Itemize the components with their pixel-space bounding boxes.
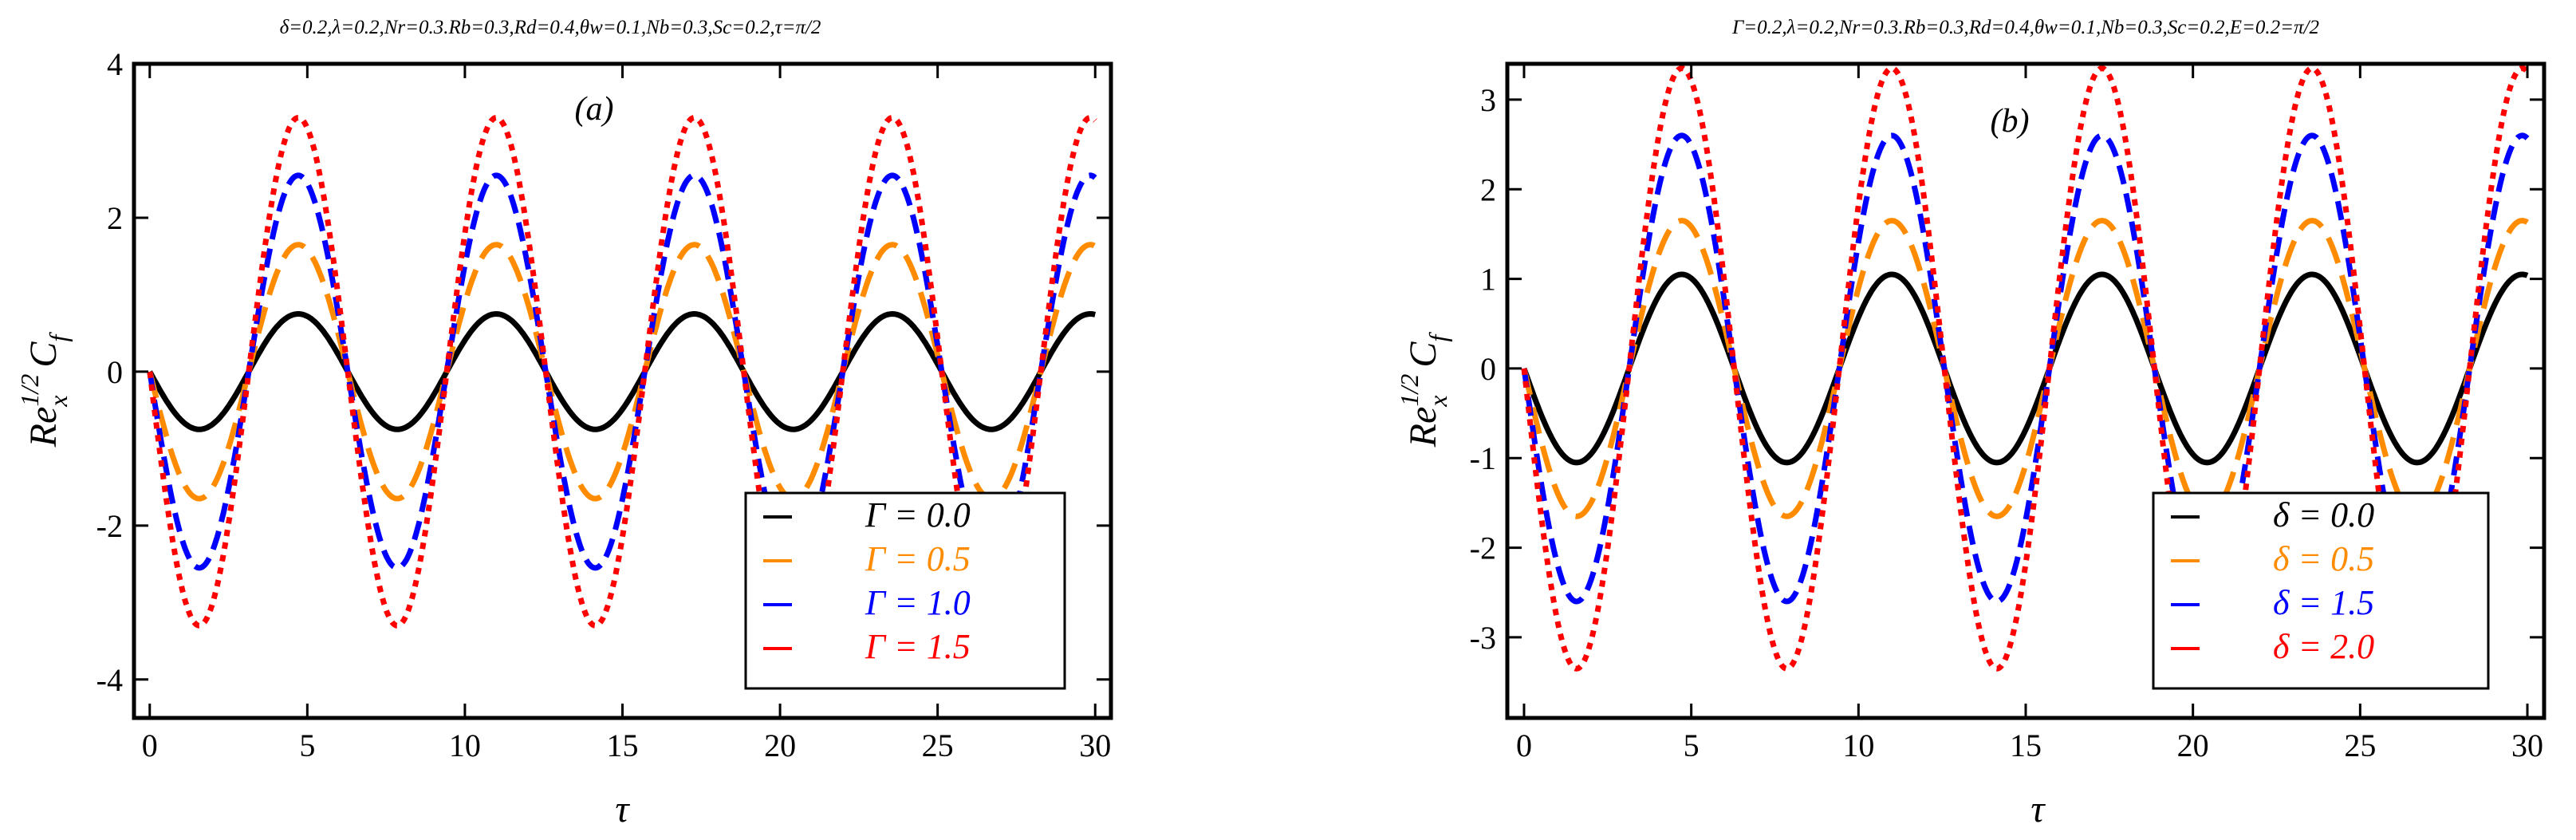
y-tick-label-a-0: -4 (97, 662, 123, 698)
chart-panel-b: Γ=0.2,λ=0.2,Nr=0.3.Rb=0.3,Rd=0.4,θw=0.1,… (1395, 17, 2546, 830)
y-tick-label-b-5: 2 (1480, 172, 1496, 207)
x-tick-label-b-6: 30 (2511, 728, 2543, 763)
x-tick-label-b-5: 25 (2344, 728, 2376, 763)
x-tick-label-b-1: 5 (1684, 728, 1700, 763)
parameter-line-b: Γ=0.2,λ=0.2,Nr=0.3.Rb=0.3,Rd=0.4,θw=0.1,… (1731, 17, 2319, 38)
y-label-base-b: Re (1402, 407, 1444, 448)
y-label-sub-a: x (44, 395, 73, 407)
y-tick-label-b-3: 0 (1480, 351, 1496, 387)
panel-label-a: (a) (575, 91, 614, 128)
y-tick-label-b-6: 3 (1480, 82, 1496, 118)
x-tick-label-a-3: 15 (607, 728, 639, 763)
legend-label-a-2: Γ = 1.0 (865, 583, 971, 622)
series-layer-b (1521, 65, 2530, 672)
x-tick-label-a-6: 30 (1079, 728, 1111, 763)
y-label-sup-b: 1/2 (1395, 374, 1424, 407)
x-tick-label-b-4: 20 (2177, 728, 2209, 763)
y-tick-label-b-2: -1 (1470, 440, 1496, 476)
legend-label-a-3: Γ = 1.5 (865, 627, 971, 666)
svg-text:Rex1/2Cf: Rex1/2 Cf (15, 332, 73, 448)
x-tick-label-a-0: 0 (142, 728, 158, 763)
y-label-main-sub-a: f (44, 332, 73, 342)
y-label-sub-b: x (1424, 395, 1452, 407)
y-tick-label-a-2: 0 (107, 354, 123, 390)
legend-a: Γ = 0.0 Γ = 0.5 Γ = 1.0 Γ = 1.5 (744, 491, 1066, 690)
legend-items-b: δ = 0.0 δ = 0.5 δ = 1.5 δ = 2.0 (2171, 495, 2374, 666)
legend-label-b-3: δ = 2.0 (2273, 627, 2374, 666)
y-tick-label-a-1: -2 (97, 508, 123, 544)
y-axis-label-a: Rex1/2 Cf (15, 332, 73, 448)
series-line-a-1 (147, 242, 1097, 502)
series-layer-a (147, 114, 1097, 629)
y-label-base-a: Re (22, 407, 65, 448)
legend-b: δ = 0.0 δ = 0.5 δ = 1.5 δ = 2.0 (2152, 491, 2490, 690)
x-tick-label-a-1: 5 (299, 728, 315, 763)
legend-label-b-2: δ = 1.5 (2273, 583, 2374, 622)
legend-box-b (2152, 491, 2490, 690)
x-tick-label-b-0: 0 (1516, 728, 1532, 763)
x-tick-label-a-2: 10 (449, 728, 481, 763)
x-axis-label-a: τ (615, 788, 630, 830)
legend-label-a-1: Γ = 0.5 (865, 539, 971, 578)
legend-label-a-0: Γ = 0.0 (865, 495, 971, 534)
ticks-b: 0 5 10 15 20 25 30 -3 -2 -1 0 1 2 3 (1470, 64, 2544, 763)
x-axis-label-b: τ (2030, 788, 2046, 830)
x-tick-label-a-4: 20 (764, 728, 796, 763)
x-tick-label-b-3: 15 (2010, 728, 2042, 763)
y-tick-label-a-3: 2 (107, 200, 123, 236)
x-tick-label-a-5: 25 (922, 728, 954, 763)
ticks-a: 0 5 10 15 20 25 30 -4 -2 0 2 4 (97, 46, 1112, 763)
y-label-main-sub-b: f (1424, 332, 1452, 342)
legend-label-b-1: δ = 0.5 (2273, 539, 2374, 578)
y-tick-label-b-4: 1 (1480, 262, 1496, 298)
y-label-sup-a: 1/2 (15, 374, 44, 407)
parameter-line-a: δ=0.2,λ=0.2,Nr=0.3.Rb=0.3,Rd=0.4,θw=0.1,… (280, 17, 821, 38)
legend-items-a: Γ = 0.0 Γ = 0.5 Γ = 1.0 Γ = 1.5 (763, 495, 971, 666)
x-tick-label-b-2: 10 (1842, 728, 1874, 763)
y-tick-label-b-1: -2 (1470, 530, 1496, 566)
series-line-a-0 (147, 310, 1096, 432)
legend-box-a (744, 491, 1066, 690)
y-tick-label-a-4: 4 (107, 46, 123, 82)
svg-text:Rex1/2Cf: Rex1/2 Cf (1395, 332, 1452, 448)
y-tick-label-b-0: -3 (1470, 620, 1496, 656)
y-axis-label-b: Rex1/2 Cf (1395, 332, 1452, 448)
legend-label-b-0: δ = 0.0 (2273, 495, 2374, 534)
y-label-main-a: C (22, 341, 65, 368)
y-label-main-b: C (1402, 341, 1444, 368)
series-line-a-3 (147, 114, 1097, 629)
chart-panel-a: δ=0.2,λ=0.2,Nr=0.3.Rb=0.3,Rd=0.4,θw=0.1,… (15, 17, 1113, 830)
panel-label-b: (b) (1991, 103, 2030, 140)
series-line-b-1 (1521, 218, 2529, 519)
